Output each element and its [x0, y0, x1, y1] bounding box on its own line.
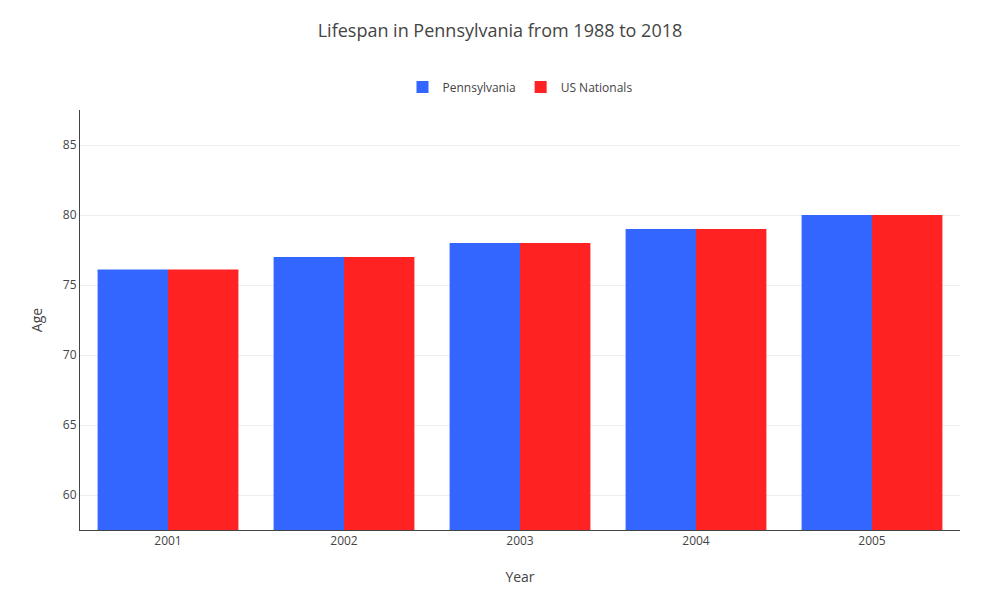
svg-text:Age: Age: [27, 308, 46, 332]
svg-text:2003: 2003: [506, 532, 534, 549]
svg-text:85: 85: [63, 136, 77, 153]
svg-text:2002: 2002: [330, 532, 358, 549]
svg-text:2005: 2005: [858, 532, 886, 549]
svg-text:Lifespan in Pennsylvania from: Lifespan in Pennsylvania from 1988 to 20…: [318, 18, 683, 42]
svg-text:75: 75: [63, 276, 77, 293]
svg-text:60: 60: [63, 486, 77, 503]
svg-text:2004: 2004: [682, 532, 710, 549]
svg-text:2001: 2001: [154, 532, 181, 549]
svg-text:US Nationals: US Nationals: [561, 79, 633, 96]
svg-text:70: 70: [63, 346, 77, 363]
svg-text:Pennsylvania: Pennsylvania: [443, 79, 516, 96]
svg-text:Year: Year: [505, 567, 534, 586]
svg-text:80: 80: [63, 206, 77, 223]
svg-text:65: 65: [63, 416, 77, 433]
